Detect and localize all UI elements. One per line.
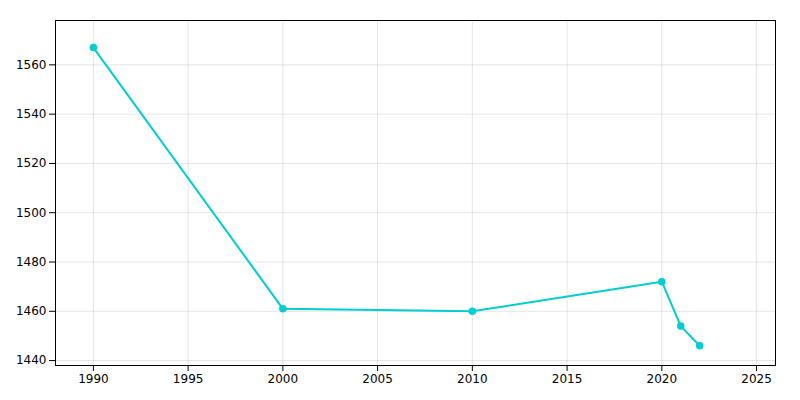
svg-text:2000: 2000 [268, 372, 299, 386]
svg-text:2025: 2025 [741, 372, 772, 386]
svg-text:1440: 1440 [16, 353, 47, 367]
svg-text:2005: 2005 [362, 372, 393, 386]
svg-text:1560: 1560 [16, 58, 47, 72]
svg-text:2020: 2020 [647, 372, 678, 386]
svg-text:1520: 1520 [16, 156, 47, 170]
svg-text:1460: 1460 [16, 304, 47, 318]
svg-text:1990: 1990 [78, 372, 109, 386]
svg-text:1480: 1480 [16, 255, 47, 269]
svg-text:1540: 1540 [16, 107, 47, 121]
svg-text:1995: 1995 [173, 372, 204, 386]
svg-text:1500: 1500 [16, 206, 47, 220]
svg-text:2015: 2015 [552, 372, 583, 386]
svg-text:2010: 2010 [457, 372, 488, 386]
